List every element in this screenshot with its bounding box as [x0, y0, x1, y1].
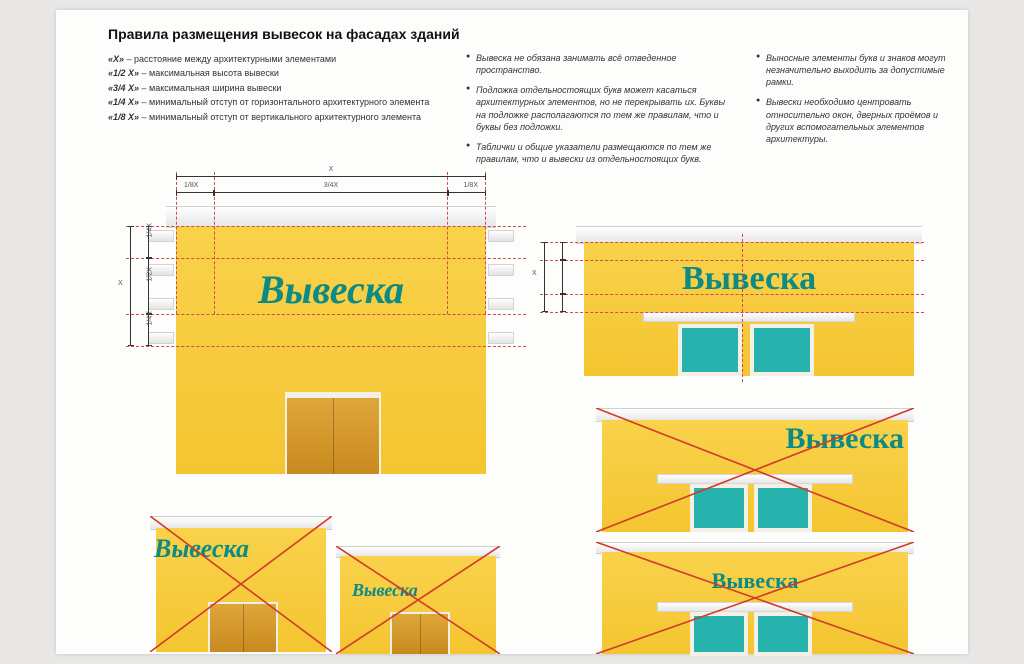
- sign-text: Вывеска: [258, 266, 404, 313]
- rule-2b: Вывески необходимо центровать относитель…: [756, 96, 956, 145]
- legend-key-3: «1/4 X»: [108, 97, 139, 107]
- dim-18-r-label: 1/8X: [464, 182, 478, 189]
- seg: [562, 242, 563, 260]
- guide-h: [540, 312, 924, 313]
- sign-text: Вывеска: [682, 260, 816, 298]
- diagram-wrong-right-a: Вывеска: [602, 408, 908, 532]
- legend-val-2: максимальная ширина вывески: [149, 83, 281, 93]
- legend-key-2: «3/4 X»: [108, 83, 139, 93]
- dim-vx2: [544, 242, 545, 312]
- rule-2a: Выносные элементы букв и знаков могут не…: [756, 52, 956, 88]
- dim-x: X: [329, 166, 334, 173]
- window-l: [690, 484, 748, 532]
- legend-val-1: максимальная высота вывески: [149, 68, 279, 78]
- rule-1b: Подложка отдельностоящих букв может каса…: [466, 84, 734, 133]
- balcony: [488, 264, 514, 276]
- guide-h: [126, 226, 526, 227]
- sign-text: Вывеска: [786, 422, 904, 456]
- dim-vx-label: X: [118, 280, 123, 287]
- guide-h: [126, 258, 526, 259]
- guide-h: [540, 294, 924, 295]
- balcony: [488, 230, 514, 242]
- diagram-wrong-right-b: Вывеска: [602, 542, 908, 654]
- dim-half-l: 1/2X: [147, 267, 154, 281]
- legend-block: «X» – расстояние между архитектурными эл…: [108, 52, 429, 124]
- balcony: [488, 298, 514, 310]
- window-r: [754, 612, 812, 656]
- balcony: [148, 332, 174, 344]
- ledge: [643, 312, 854, 322]
- page: Правила размещения вывесок на фасадах зд…: [56, 10, 968, 654]
- rule-1c: Таблички и общие указатели размещаются п…: [466, 141, 734, 165]
- legend-key-0: «X»: [108, 54, 124, 64]
- dim-q-bot-l: 1/4X: [147, 311, 154, 325]
- dim-x-bracket: [176, 176, 486, 177]
- seg: [562, 260, 563, 294]
- ledge: [657, 602, 853, 612]
- dim-18-r: [448, 192, 486, 193]
- legend-val-0: расстояние между архитектурными элемента…: [134, 54, 336, 64]
- dim-18-l: [176, 192, 214, 193]
- diagram-wrong-left-a: Вывеска: [156, 516, 326, 652]
- dim-vx: [130, 226, 131, 346]
- guide-h: [126, 346, 526, 347]
- page-title: Правила размещения вывесок на фасадах зд…: [108, 26, 460, 42]
- diagram-main: Вывеска X 1/8X 3/4X 1/8X X 1/4X 1/2X 1/4…: [176, 206, 486, 474]
- door: [208, 602, 278, 652]
- legend-val-4: минимальный отступ от вертикального архи…: [149, 112, 421, 122]
- seg: [562, 294, 563, 312]
- dim-34: [214, 192, 448, 193]
- guide-h: [540, 260, 924, 261]
- diagram-wide-correct: Вывеска X: [584, 226, 914, 376]
- dim-34-label: 3/4X: [324, 182, 338, 189]
- rules-col-1: Вывеска не обязана занимать всё отведенн…: [466, 52, 734, 173]
- dim-vx2-l: X: [532, 270, 537, 277]
- window-r: [754, 484, 812, 532]
- dim-18-l-label: 1/8X: [184, 182, 198, 189]
- guide-h: [540, 242, 924, 243]
- balcony: [148, 298, 174, 310]
- sign-text: Вывеска: [154, 534, 249, 564]
- door: [390, 612, 450, 654]
- window-r: [750, 324, 814, 376]
- guide-h: [126, 314, 526, 315]
- sign-text: Вывеска: [352, 580, 418, 601]
- rules-col-2: Выносные элементы букв и знаков могут не…: [756, 52, 956, 153]
- dim-q-top-l: 1/4X: [147, 223, 154, 237]
- sign-text: Вывеска: [712, 568, 799, 594]
- ledge: [657, 474, 853, 484]
- guide-v-center: [742, 234, 743, 382]
- legend-key-4: «1/8 X»: [108, 112, 139, 122]
- diagram-wrong-left-b: Вывеска: [340, 546, 496, 654]
- window-l: [678, 324, 742, 376]
- door: [285, 392, 381, 474]
- balcony: [488, 332, 514, 344]
- window-l: [690, 612, 748, 656]
- legend-key-1: «1/2 X»: [108, 68, 139, 78]
- rule-1a: Вывеска не обязана занимать всё отведенн…: [466, 52, 734, 76]
- legend-val-3: минимальный отступ от горизонтального ар…: [149, 97, 429, 107]
